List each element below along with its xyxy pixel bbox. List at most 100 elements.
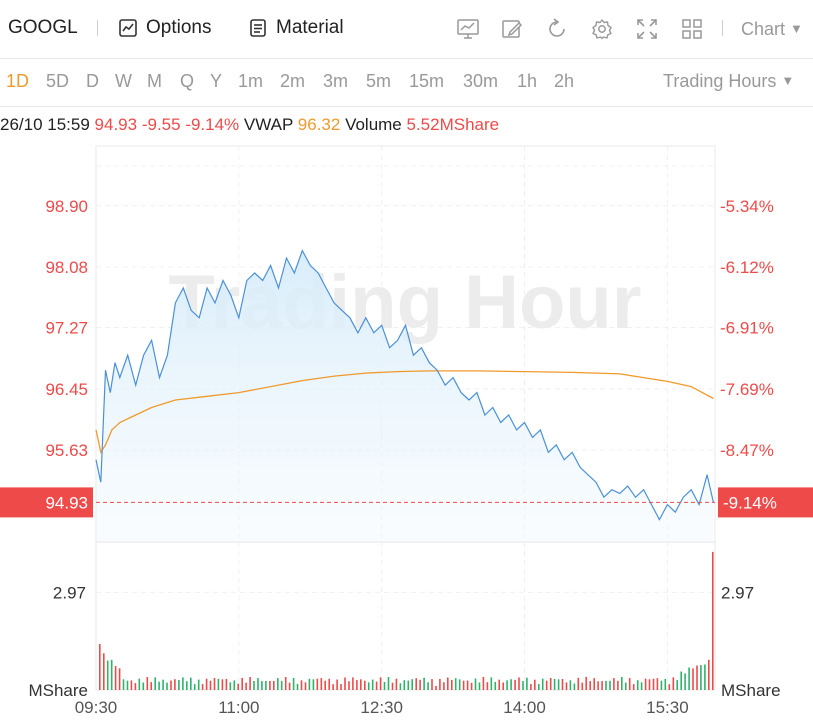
volume-bar xyxy=(146,677,149,690)
x-tick-label: 09:30 xyxy=(75,698,118,717)
refresh-icon[interactable] xyxy=(544,16,570,42)
volume-bar xyxy=(609,680,611,690)
volume-bar xyxy=(379,677,382,690)
current-price-badge-left xyxy=(0,487,93,518)
volume-bar xyxy=(557,679,560,690)
quote-datetime: 26/10 15:59 xyxy=(0,115,90,134)
period-1m[interactable]: 1m xyxy=(238,71,264,91)
material-button[interactable]: Material xyxy=(248,17,344,39)
current-price-label: 94.93 xyxy=(45,493,88,512)
volume-label: Volume xyxy=(345,115,402,134)
watermark-text: Trading Hour xyxy=(169,260,642,345)
volume-bar xyxy=(553,678,556,690)
volume-bar xyxy=(383,682,386,690)
trading-hours-dropdown[interactable]: Trading Hours ▼ xyxy=(663,71,794,92)
period-M[interactable]: M xyxy=(147,71,162,91)
y-tick-left: 98.90 xyxy=(45,197,88,216)
period-Y[interactable]: Y xyxy=(210,71,223,91)
volume-bar xyxy=(150,682,152,690)
vwap-value: 96.32 xyxy=(297,115,341,134)
volume-bar xyxy=(466,680,469,690)
volume-bar xyxy=(530,684,532,690)
volume-bar xyxy=(182,677,184,690)
volume-bar xyxy=(684,673,686,690)
volume-bar xyxy=(344,677,346,690)
volume-bar xyxy=(225,678,228,690)
volume-bar xyxy=(411,679,413,690)
volume-bar xyxy=(636,680,639,690)
volume-bar xyxy=(708,659,710,690)
volume-bar xyxy=(328,678,330,690)
volume-bar xyxy=(261,681,263,690)
volume-bar xyxy=(478,682,481,690)
volume-bar xyxy=(288,682,291,690)
volume-bar xyxy=(265,681,267,690)
volume-bar xyxy=(237,683,239,690)
volume-value: 5.52MShare xyxy=(406,115,500,134)
volume-bar xyxy=(269,681,271,690)
volume-bar xyxy=(617,680,619,690)
y-tick-right: -6.12% xyxy=(720,258,774,277)
volume-bar xyxy=(435,685,437,690)
volume-bar xyxy=(106,660,109,690)
material-label: Material xyxy=(276,17,344,38)
volume-bar xyxy=(538,684,540,690)
price-area-fill xyxy=(96,250,714,542)
period-5D[interactable]: 5D xyxy=(46,71,70,91)
volume-bar xyxy=(419,679,421,690)
ticker-symbol[interactable]: GOOGL xyxy=(8,17,78,38)
options-button[interactable]: Options xyxy=(118,17,211,39)
indicator-icon[interactable] xyxy=(455,16,481,42)
period-Q[interactable]: Q xyxy=(180,71,195,91)
volume-bar xyxy=(245,682,247,690)
volume-bar xyxy=(545,680,548,690)
volume-bar xyxy=(205,678,208,690)
document-icon xyxy=(250,19,266,37)
volume-bar xyxy=(233,680,236,690)
period-30m[interactable]: 30m xyxy=(463,71,499,91)
volume-bar xyxy=(118,668,121,690)
period-3m[interactable]: 3m xyxy=(323,71,349,91)
fullscreen-icon[interactable] xyxy=(634,16,660,42)
volume-bar xyxy=(348,681,350,690)
x-tick-label: 15:30 xyxy=(646,698,689,717)
draw-pencil-icon[interactable] xyxy=(499,16,525,42)
volume-bar xyxy=(320,678,323,690)
volume-bar xyxy=(443,682,445,690)
settings-gear-icon[interactable] xyxy=(589,16,615,42)
period-15m[interactable]: 15m xyxy=(409,71,445,91)
volume-bar xyxy=(336,679,338,690)
period-1D[interactable]: 1D xyxy=(6,71,30,91)
chart-type-dropdown[interactable]: Chart ▼ xyxy=(741,19,803,40)
period-5m[interactable]: 5m xyxy=(366,71,392,91)
y-tick-right: -7.69% xyxy=(720,380,774,399)
vwap-line xyxy=(95,370,714,454)
y-tick-left: 96.45 xyxy=(45,380,88,399)
volume-unit-right: MShare xyxy=(721,681,781,700)
volume-bar xyxy=(142,682,145,690)
volume-bar xyxy=(462,680,465,690)
x-tick-label: 11:00 xyxy=(218,698,259,717)
volume-bar xyxy=(360,679,362,690)
volume-bar xyxy=(126,680,129,690)
period-W[interactable]: W xyxy=(115,71,132,91)
volume-bar xyxy=(621,677,623,690)
period-D[interactable]: D xyxy=(86,71,99,91)
volume-bar xyxy=(510,679,512,690)
volume-bar xyxy=(229,682,232,690)
volume-bar xyxy=(427,682,429,690)
volume-bar xyxy=(506,680,508,690)
volume-bar xyxy=(490,677,493,690)
quote-change: -9.55 xyxy=(141,115,181,134)
period-2m[interactable]: 2m xyxy=(280,71,306,91)
volume-bar xyxy=(312,679,315,690)
volume-bar xyxy=(415,678,417,690)
toolbar: GOOGL Options Material Chart ▼ xyxy=(0,0,813,59)
layout-grid-icon[interactable] xyxy=(679,16,705,42)
period-2h[interactable]: 2h xyxy=(554,71,575,91)
volume-bar xyxy=(526,677,528,690)
quote-change-pct: -9.14% xyxy=(185,115,240,134)
period-1h[interactable]: 1h xyxy=(517,71,538,91)
y-tick-left: 95.63 xyxy=(45,441,88,460)
